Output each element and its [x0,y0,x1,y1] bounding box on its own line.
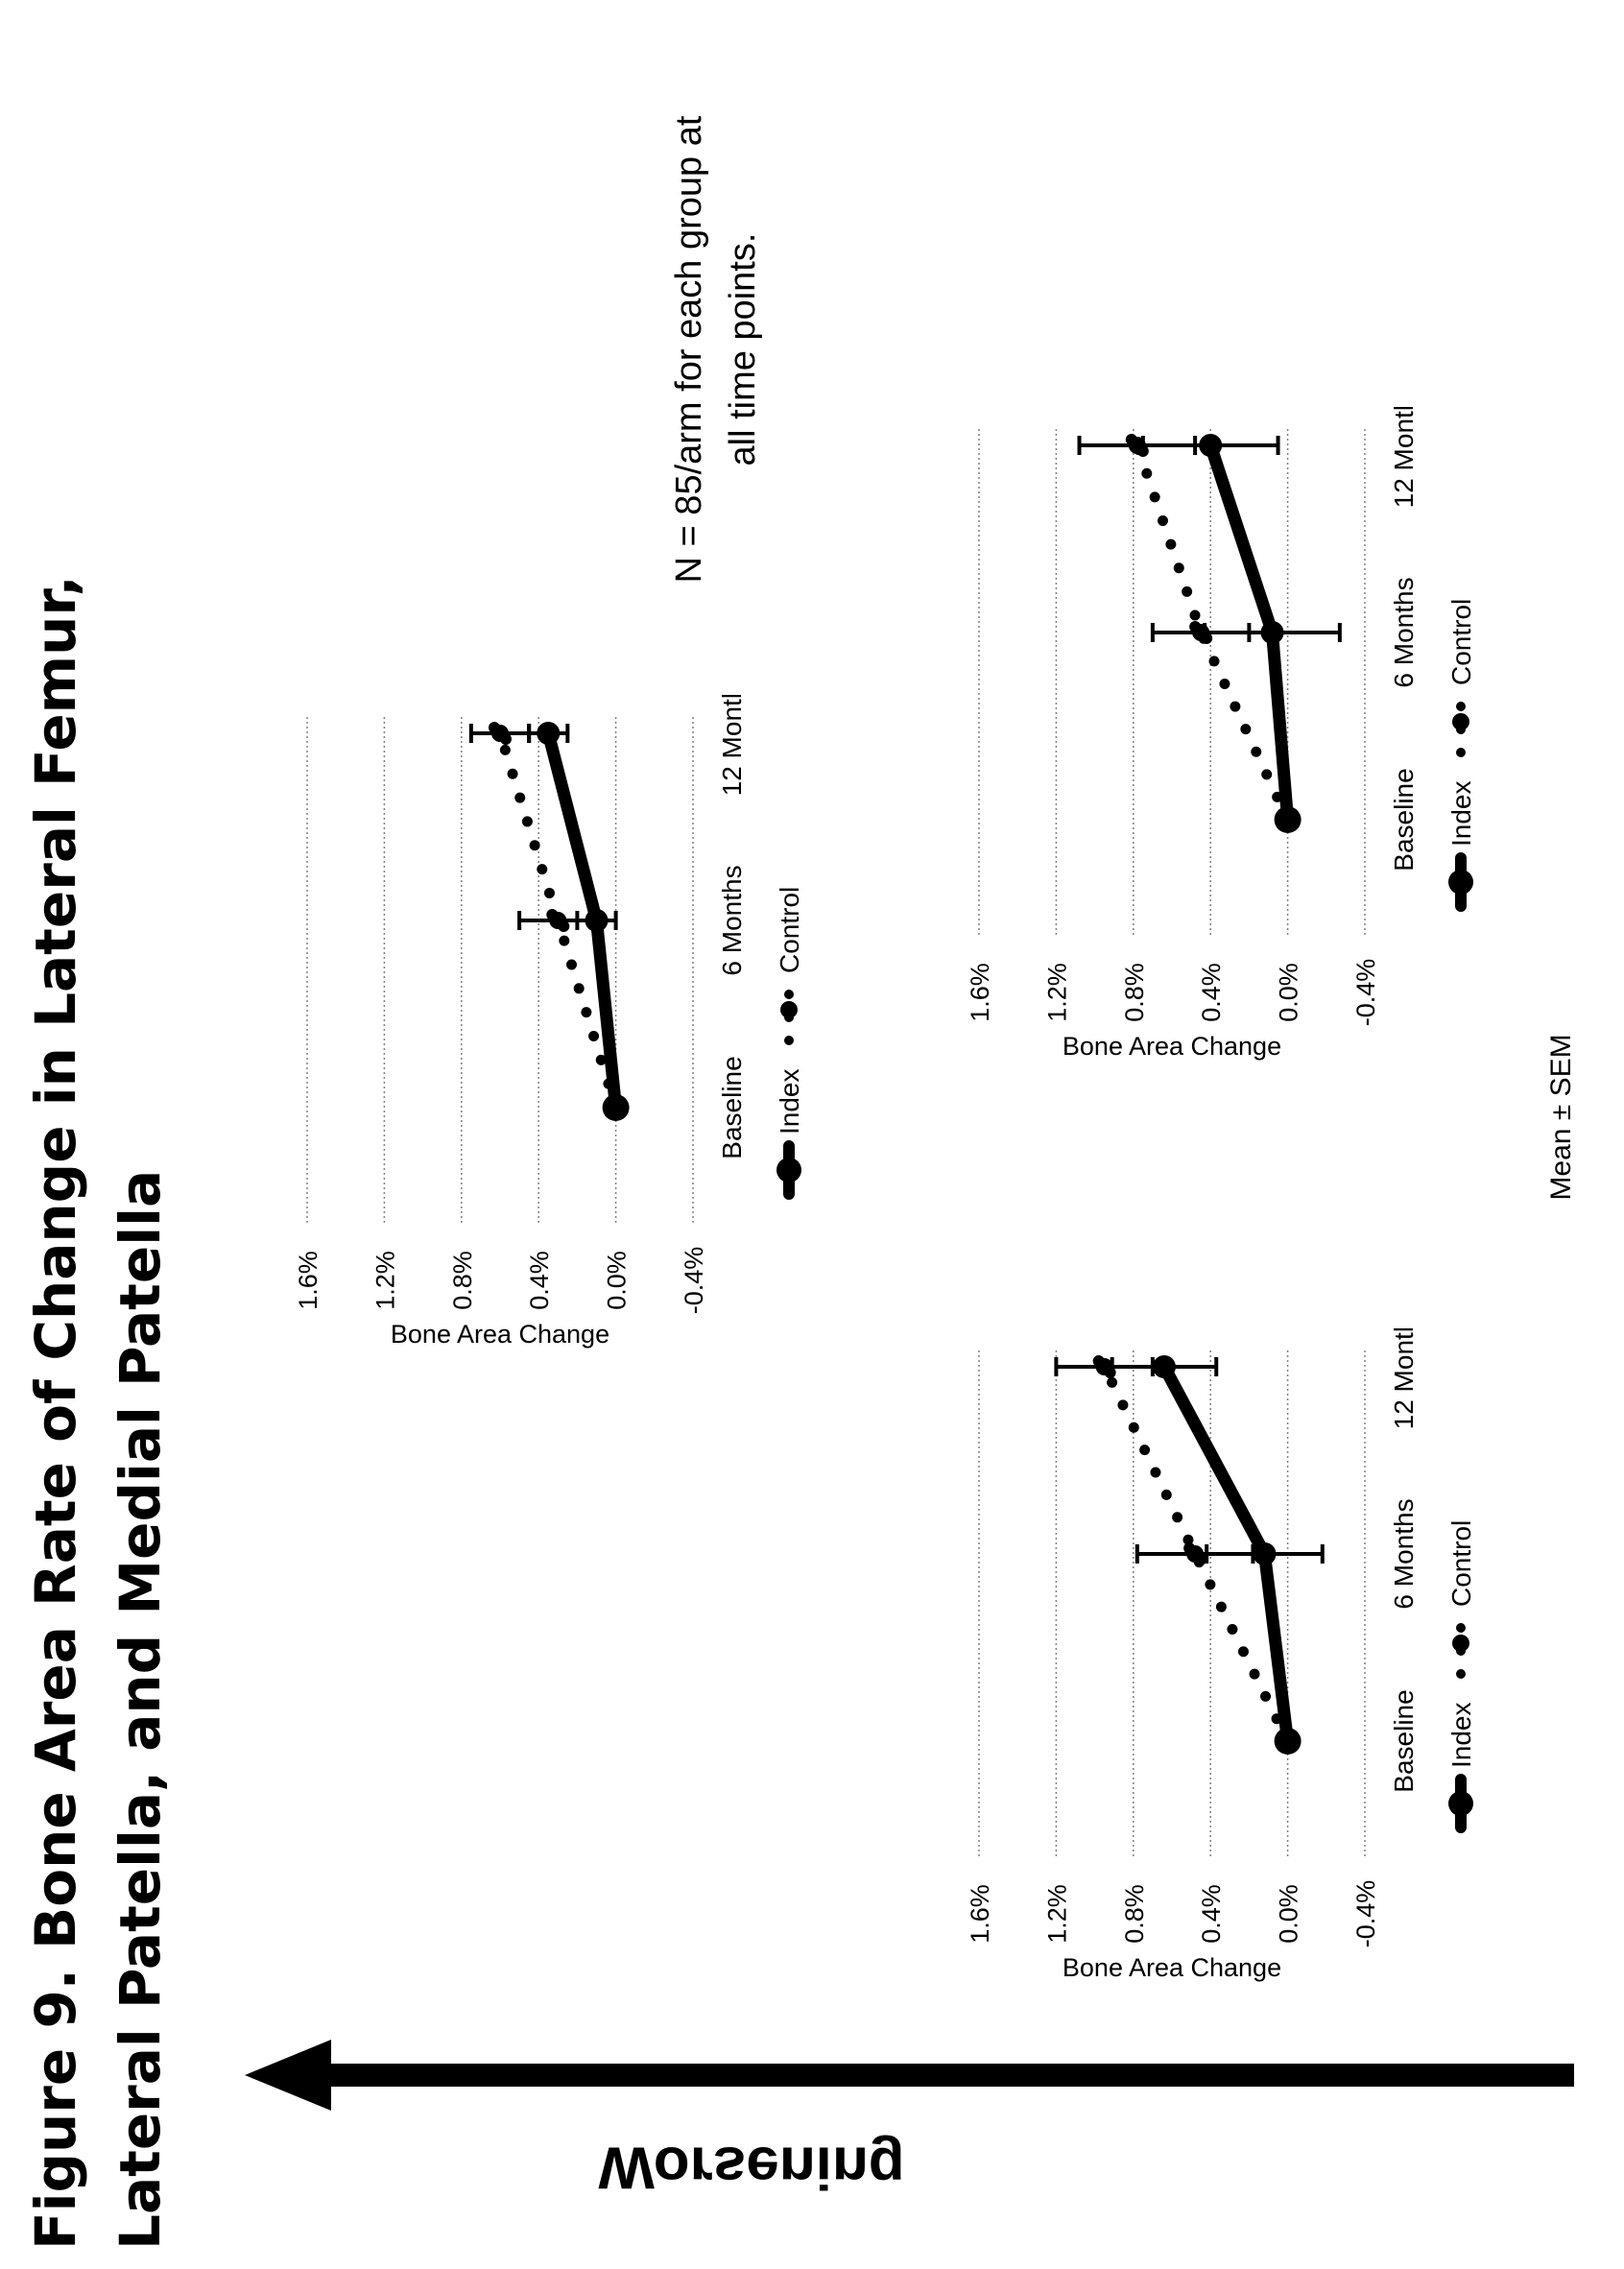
x-tick-label: Baseline [1389,1689,1419,1792]
legend-label-index: Index [1446,781,1476,848]
x-tick-label: 6 Months [1389,1498,1419,1609]
legend-label-control: Control [775,887,804,973]
data-point-control [1125,434,1137,445]
data-point-control [1195,1554,1207,1565]
y-tick-label: 0.0% [603,1251,632,1310]
caption-mean-sem: Mean ± SEM [1545,1034,1577,1201]
data-point-control [546,909,559,920]
y-tick-label: 1.2% [1042,1884,1071,1944]
series-line-control [1099,1361,1294,1747]
data-point-control [489,722,500,733]
x-tick-label: 6 Months [1389,577,1419,687]
data-point-index [1253,1542,1277,1565]
legend-index-marker [776,1158,801,1182]
y-axis-label: Bone Area Change [1063,1953,1281,1982]
legend-label-control: Control [1446,599,1476,685]
y-tick-label: 0.8% [1120,963,1149,1022]
y-tick-label: -0.4% [1351,959,1380,1027]
legend-control-marker [1452,1635,1469,1652]
y-tick-label: 0.4% [1197,963,1226,1022]
x-tick-label: 12 Months [717,695,747,796]
data-point-index [1152,1355,1176,1378]
worsening-label: Worsening [598,2135,904,2201]
data-point-control [1189,621,1202,633]
y-tick-label: 0.8% [448,1251,477,1310]
y-tick-label: 1.2% [370,1251,399,1310]
legend-index-marker [1448,1791,1473,1816]
data-point-index [1260,621,1284,644]
figure-title: Figure 9. Bone Area Rate of Change in La… [23,575,173,2250]
chart-panel-lateral-femur: 1.6% 1.2% 0.8% 0.4% 0.0% -0.4% Bone Area Chang… [250,671,830,1386]
y-tick-label: -0.4% [1351,1880,1380,1948]
legend-label-control: Control [1446,1520,1476,1607]
chart-panel-lateral-patella: 1.6% 1.2% 0.8% 0.4% 0.0% -0.4% Bone Area Chang… [921,1304,1502,2019]
y-tick-label: 0.8% [1120,1884,1149,1944]
y-axis-label: Bone Area Change [391,1320,609,1349]
chart-panel-medial-patella: 1.6% 1.2% 0.8% 0.4% 0.0% -0.4% Bone Area Chang… [921,383,1502,1098]
y-tick-label: 0.4% [525,1251,554,1310]
data-point-index [537,722,561,745]
line-chart: 1.6% 1.2% 0.8% 0.4% 0.0% -0.4% Bone Area Chang… [966,1304,1476,1982]
line-chart: 1.6% 1.2% 0.8% 0.4% 0.0% -0.4% Bone Area Chang… [966,383,1476,1061]
sample-size-note: N = 85/arm for each group at all time po… [669,115,763,584]
data-point-control [1092,1355,1105,1367]
x-tick-label: 12 Months [1389,1328,1419,1429]
x-tick-label: Baseline [717,1056,747,1158]
data-point-control [500,733,512,745]
worsening-label-box: Worsening [598,2135,904,2201]
y-tick-label: 0.4% [1197,1884,1226,1944]
legend-label-index: Index [775,1069,804,1135]
legend-control-marker [780,1001,798,1018]
data-point-control [1104,1367,1116,1378]
y-axis-label: Bone Area Change [1063,1032,1281,1061]
y-tick-label: 1.2% [1042,963,1071,1022]
legend-control-marker [1452,713,1469,730]
x-tick-label: 12 Months [1389,407,1419,508]
data-point-control [1201,633,1213,644]
line-chart: 1.6% 1.2% 0.8% 0.4% 0.0% -0.4% Bone Area Chang… [294,671,804,1349]
data-point-control [558,920,570,932]
y-tick-label: 1.6% [294,1251,322,1310]
y-tick-label: 0.0% [1275,1884,1303,1944]
data-point-index [1199,434,1223,457]
legend-label-index: Index [1446,1703,1476,1769]
y-tick-label: 0.0% [1275,963,1303,1022]
data-point-control [1136,445,1149,457]
data-point-control [1183,1542,1196,1554]
worsening-arrow-icon [245,2040,1574,2111]
legend-index-marker [1448,870,1473,895]
x-tick-label: Baseline [1389,768,1419,871]
x-tick-label: 6 Months [717,865,747,975]
y-tick-label: 1.6% [966,963,994,1022]
y-tick-label: -0.4% [680,1247,708,1315]
y-tick-label: 1.6% [966,1884,994,1944]
